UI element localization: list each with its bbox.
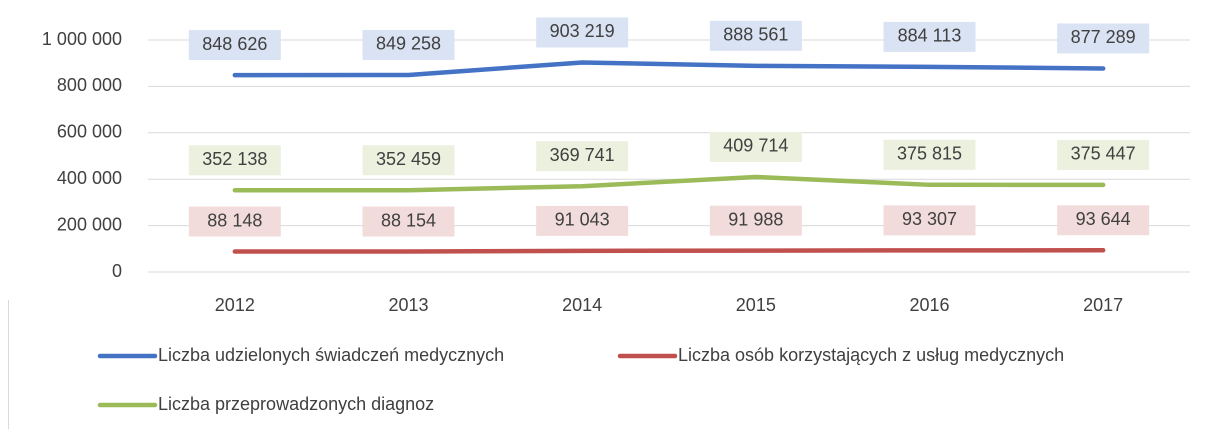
y-tick-label: 0 [112, 261, 122, 281]
data-label: 375 815 [897, 144, 962, 164]
x-tick-label: 2017 [1083, 295, 1123, 315]
y-tick-label: 800 000 [57, 75, 122, 95]
series-line [232, 60, 1106, 78]
data-label: 884 113 [898, 26, 962, 46]
data-label-bg [188, 145, 281, 176]
y-tick-label: 200 000 [57, 214, 122, 234]
legend-label: Liczba przeprowadzonych diagnoz [158, 394, 434, 414]
y-tick-label: 600 000 [57, 122, 122, 142]
data-label: 88 154 [381, 210, 436, 230]
data-label: 352 459 [376, 149, 441, 169]
data-label: 877 289 [1071, 27, 1136, 47]
y-tick-label: 400 000 [57, 168, 122, 188]
data-label: 903 219 [550, 21, 615, 41]
data-label-bg [362, 206, 455, 237]
y-tick-label: 1 000 000 [42, 29, 122, 49]
data-label-bg [536, 205, 629, 236]
data-label-bg [362, 145, 455, 176]
data-label-bg [709, 205, 802, 236]
data-label-bg [536, 17, 629, 48]
data-label: 375 447 [1071, 144, 1136, 164]
data-label-bg [709, 131, 802, 162]
data-label-bg [883, 205, 976, 236]
data-label-bg [883, 139, 976, 170]
data-label: 93 644 [1076, 209, 1131, 229]
data-label: 888 561 [723, 25, 788, 45]
data-label-bg [1057, 205, 1150, 236]
data-label-bg [362, 29, 455, 60]
data-label-bg [709, 20, 802, 51]
data-label: 93 307 [902, 209, 957, 229]
data-label-bg [1057, 139, 1150, 170]
data-label: 91 043 [555, 210, 610, 230]
data-label-bg [536, 141, 629, 172]
series-line [232, 248, 1106, 254]
data-label-bg [188, 206, 281, 237]
data-label-bg [1057, 23, 1150, 54]
x-tick-label: 2016 [909, 295, 949, 315]
legend-label: Liczba osób korzystających z usług medyc… [678, 345, 1064, 365]
data-label: 88 148 [207, 210, 262, 230]
data-label: 848 626 [202, 34, 267, 54]
x-tick-label: 2012 [215, 295, 255, 315]
data-label-bg [883, 21, 976, 52]
data-label: 369 741 [550, 145, 615, 165]
x-tick-label: 2015 [736, 295, 776, 315]
x-tick-label: 2013 [388, 295, 428, 315]
data-label: 352 138 [202, 149, 267, 169]
data-label: 91 988 [728, 209, 783, 229]
data-label: 849 258 [376, 34, 441, 54]
legend-label: Liczba udzielonych świadczeń medycznych [158, 345, 504, 365]
x-tick-label: 2014 [562, 295, 602, 315]
data-label-bg [188, 30, 281, 61]
data-label: 409 714 [723, 136, 788, 156]
series-line [232, 174, 1106, 193]
